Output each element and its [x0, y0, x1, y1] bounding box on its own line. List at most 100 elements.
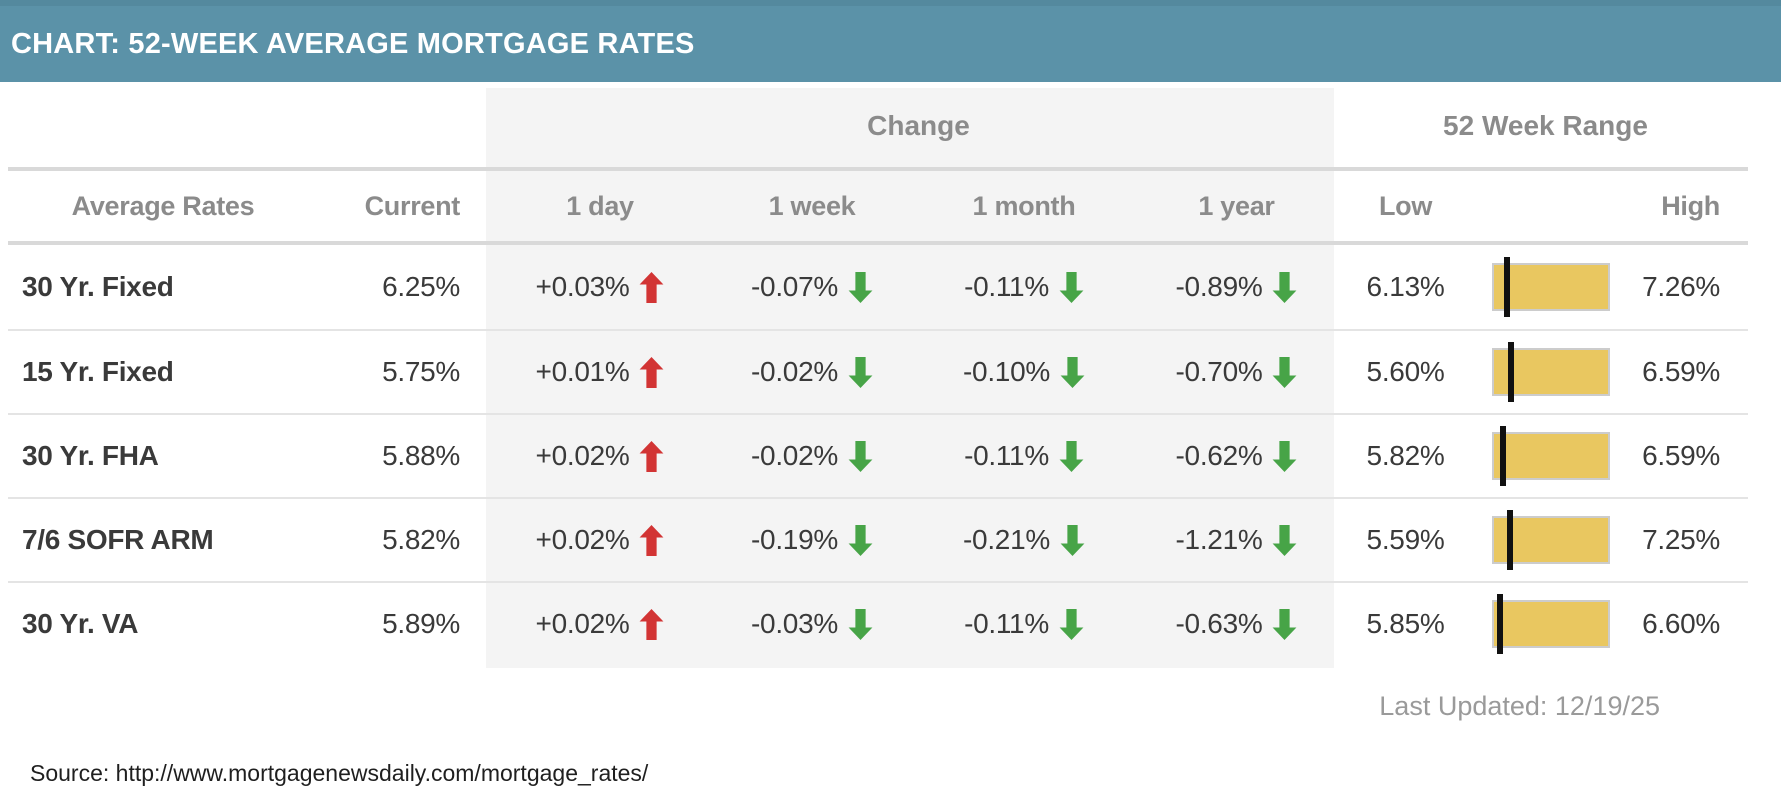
range-bar — [1492, 342, 1610, 402]
down-arrow-icon — [848, 440, 873, 472]
change-value: -0.11% — [964, 608, 1049, 639]
down-arrow-icon — [1273, 440, 1297, 472]
down-arrow-icon — [1059, 271, 1084, 303]
current-rate: 5.82% — [382, 524, 460, 555]
change-1week-cell: -0.07% — [706, 245, 918, 329]
range-bar — [1492, 510, 1610, 570]
change-1week-cell: -0.02% — [706, 331, 918, 413]
table-row-30yr-va: 30 Yr. VA 5.89% +0.02% -0.03% -0.11% -0.… — [8, 581, 1748, 665]
column-header-1day: 1 day — [566, 190, 634, 221]
horizontal-divider — [8, 241, 1748, 245]
rates-table: Change 52 Week Range Average Rates Curre… — [8, 85, 1748, 722]
down-arrow-icon — [848, 356, 873, 388]
table-row-76-sofr-arm: 7/6 SOFR ARM 5.82% +0.02% -0.19% -0.21% … — [8, 497, 1748, 581]
range-bar-cell — [1468, 583, 1648, 665]
change-1day-cell: +0.02% — [494, 583, 706, 665]
change-value: +0.02% — [535, 524, 630, 555]
change-value: -0.70% — [1175, 356, 1263, 387]
up-arrow-icon — [640, 608, 664, 640]
current-rate: 5.75% — [382, 356, 460, 387]
range-marker — [1503, 257, 1510, 317]
row-label: 30 Yr. VA — [22, 608, 139, 639]
group-header-row: Change 52 Week Range — [8, 85, 1748, 167]
down-arrow-icon — [1273, 356, 1297, 388]
change-value: -0.11% — [964, 271, 1049, 302]
up-arrow-icon — [640, 524, 664, 556]
down-arrow-icon — [848, 524, 873, 556]
change-value: -0.02% — [751, 356, 838, 387]
down-arrow-icon — [1060, 524, 1085, 556]
low-value: 6.13% — [1366, 271, 1445, 302]
table-row-30yr-fha: 30 Yr. FHA 5.88% +0.02% -0.02% -0.11% -0… — [8, 413, 1748, 497]
group-header-range: 52 Week Range — [1443, 110, 1648, 141]
change-1day-cell: +0.02% — [494, 415, 706, 497]
down-arrow-icon — [1273, 608, 1297, 640]
high-value: 6.59% — [1642, 356, 1720, 387]
change-1month-cell: -0.11% — [918, 415, 1130, 497]
column-header-low: Low — [1378, 190, 1433, 221]
range-marker — [1506, 510, 1513, 570]
low-value: 5.59% — [1366, 524, 1445, 555]
high-value: 7.26% — [1642, 271, 1720, 302]
column-header-current: Current — [364, 190, 461, 221]
change-1year-cell: -0.70% — [1130, 331, 1343, 413]
range-bar-cell — [1468, 245, 1648, 329]
range-marker — [1508, 342, 1515, 402]
down-arrow-icon — [1059, 608, 1084, 640]
row-label: 30 Yr. Fixed — [22, 271, 174, 302]
down-arrow-icon — [1059, 440, 1084, 472]
up-arrow-icon — [640, 440, 664, 472]
change-1year-cell: -0.63% — [1130, 583, 1343, 665]
change-1month-cell: -0.21% — [918, 499, 1130, 581]
range-bar — [1492, 426, 1610, 486]
change-value: -0.10% — [963, 356, 1050, 387]
range-bar-cell — [1468, 331, 1648, 413]
range-bar-cell — [1468, 415, 1648, 497]
table-row-15yr-fixed: 15 Yr. Fixed 5.75% +0.01% -0.02% -0.10% … — [8, 329, 1748, 413]
table-body: 30 Yr. Fixed 6.25% +0.03% -0.07% -0.11% … — [8, 245, 1748, 665]
range-marker — [1500, 426, 1507, 486]
down-arrow-icon — [848, 271, 873, 303]
change-1year-cell: -0.89% — [1130, 245, 1343, 329]
column-header-1month: 1 month — [972, 190, 1076, 221]
column-header-average-rates: Average Rates — [71, 190, 255, 221]
change-1month-cell: -0.11% — [918, 245, 1130, 329]
change-value: -0.21% — [963, 524, 1050, 555]
change-1week-cell: -0.19% — [706, 499, 918, 581]
change-value: -0.02% — [751, 440, 838, 471]
change-1month-cell: -0.11% — [918, 583, 1130, 665]
spacer-cell — [318, 85, 494, 167]
change-value: +0.01% — [535, 356, 630, 387]
row-label: 15 Yr. Fixed — [22, 356, 174, 387]
range-marker — [1496, 594, 1503, 654]
change-value: +0.02% — [535, 608, 630, 639]
page-title: CHART: 52-WEEK AVERAGE MORTGAGE RATES — [11, 27, 695, 60]
high-value: 6.59% — [1642, 440, 1720, 471]
column-header-high: High — [1661, 190, 1720, 221]
spacer-cell — [1468, 171, 1648, 241]
down-arrow-icon — [1273, 524, 1297, 556]
down-arrow-icon — [1273, 271, 1297, 303]
change-value: -0.19% — [751, 524, 838, 555]
group-header-change: Change — [867, 110, 970, 141]
change-value: +0.03% — [535, 271, 630, 302]
spacer-cell — [8, 85, 318, 167]
change-1year-cell: -1.21% — [1130, 499, 1343, 581]
last-updated-label: Last Updated: 12/19/25 — [1379, 691, 1660, 721]
current-rate: 5.88% — [382, 440, 460, 471]
column-header-1year: 1 year — [1198, 190, 1275, 221]
change-value: -0.11% — [964, 440, 1049, 471]
change-value: -0.62% — [1175, 440, 1263, 471]
high-value: 7.25% — [1642, 524, 1720, 555]
range-bar — [1492, 594, 1610, 654]
down-arrow-icon — [1060, 356, 1085, 388]
change-value: -1.21% — [1175, 524, 1263, 555]
range-bar-cell — [1468, 499, 1648, 581]
low-value: 5.60% — [1366, 356, 1445, 387]
up-arrow-icon — [640, 356, 664, 388]
current-rate: 5.89% — [382, 608, 460, 639]
low-value: 5.82% — [1366, 440, 1445, 471]
change-1week-cell: -0.03% — [706, 583, 918, 665]
current-rate: 6.25% — [382, 271, 460, 302]
high-value: 6.60% — [1642, 608, 1720, 639]
